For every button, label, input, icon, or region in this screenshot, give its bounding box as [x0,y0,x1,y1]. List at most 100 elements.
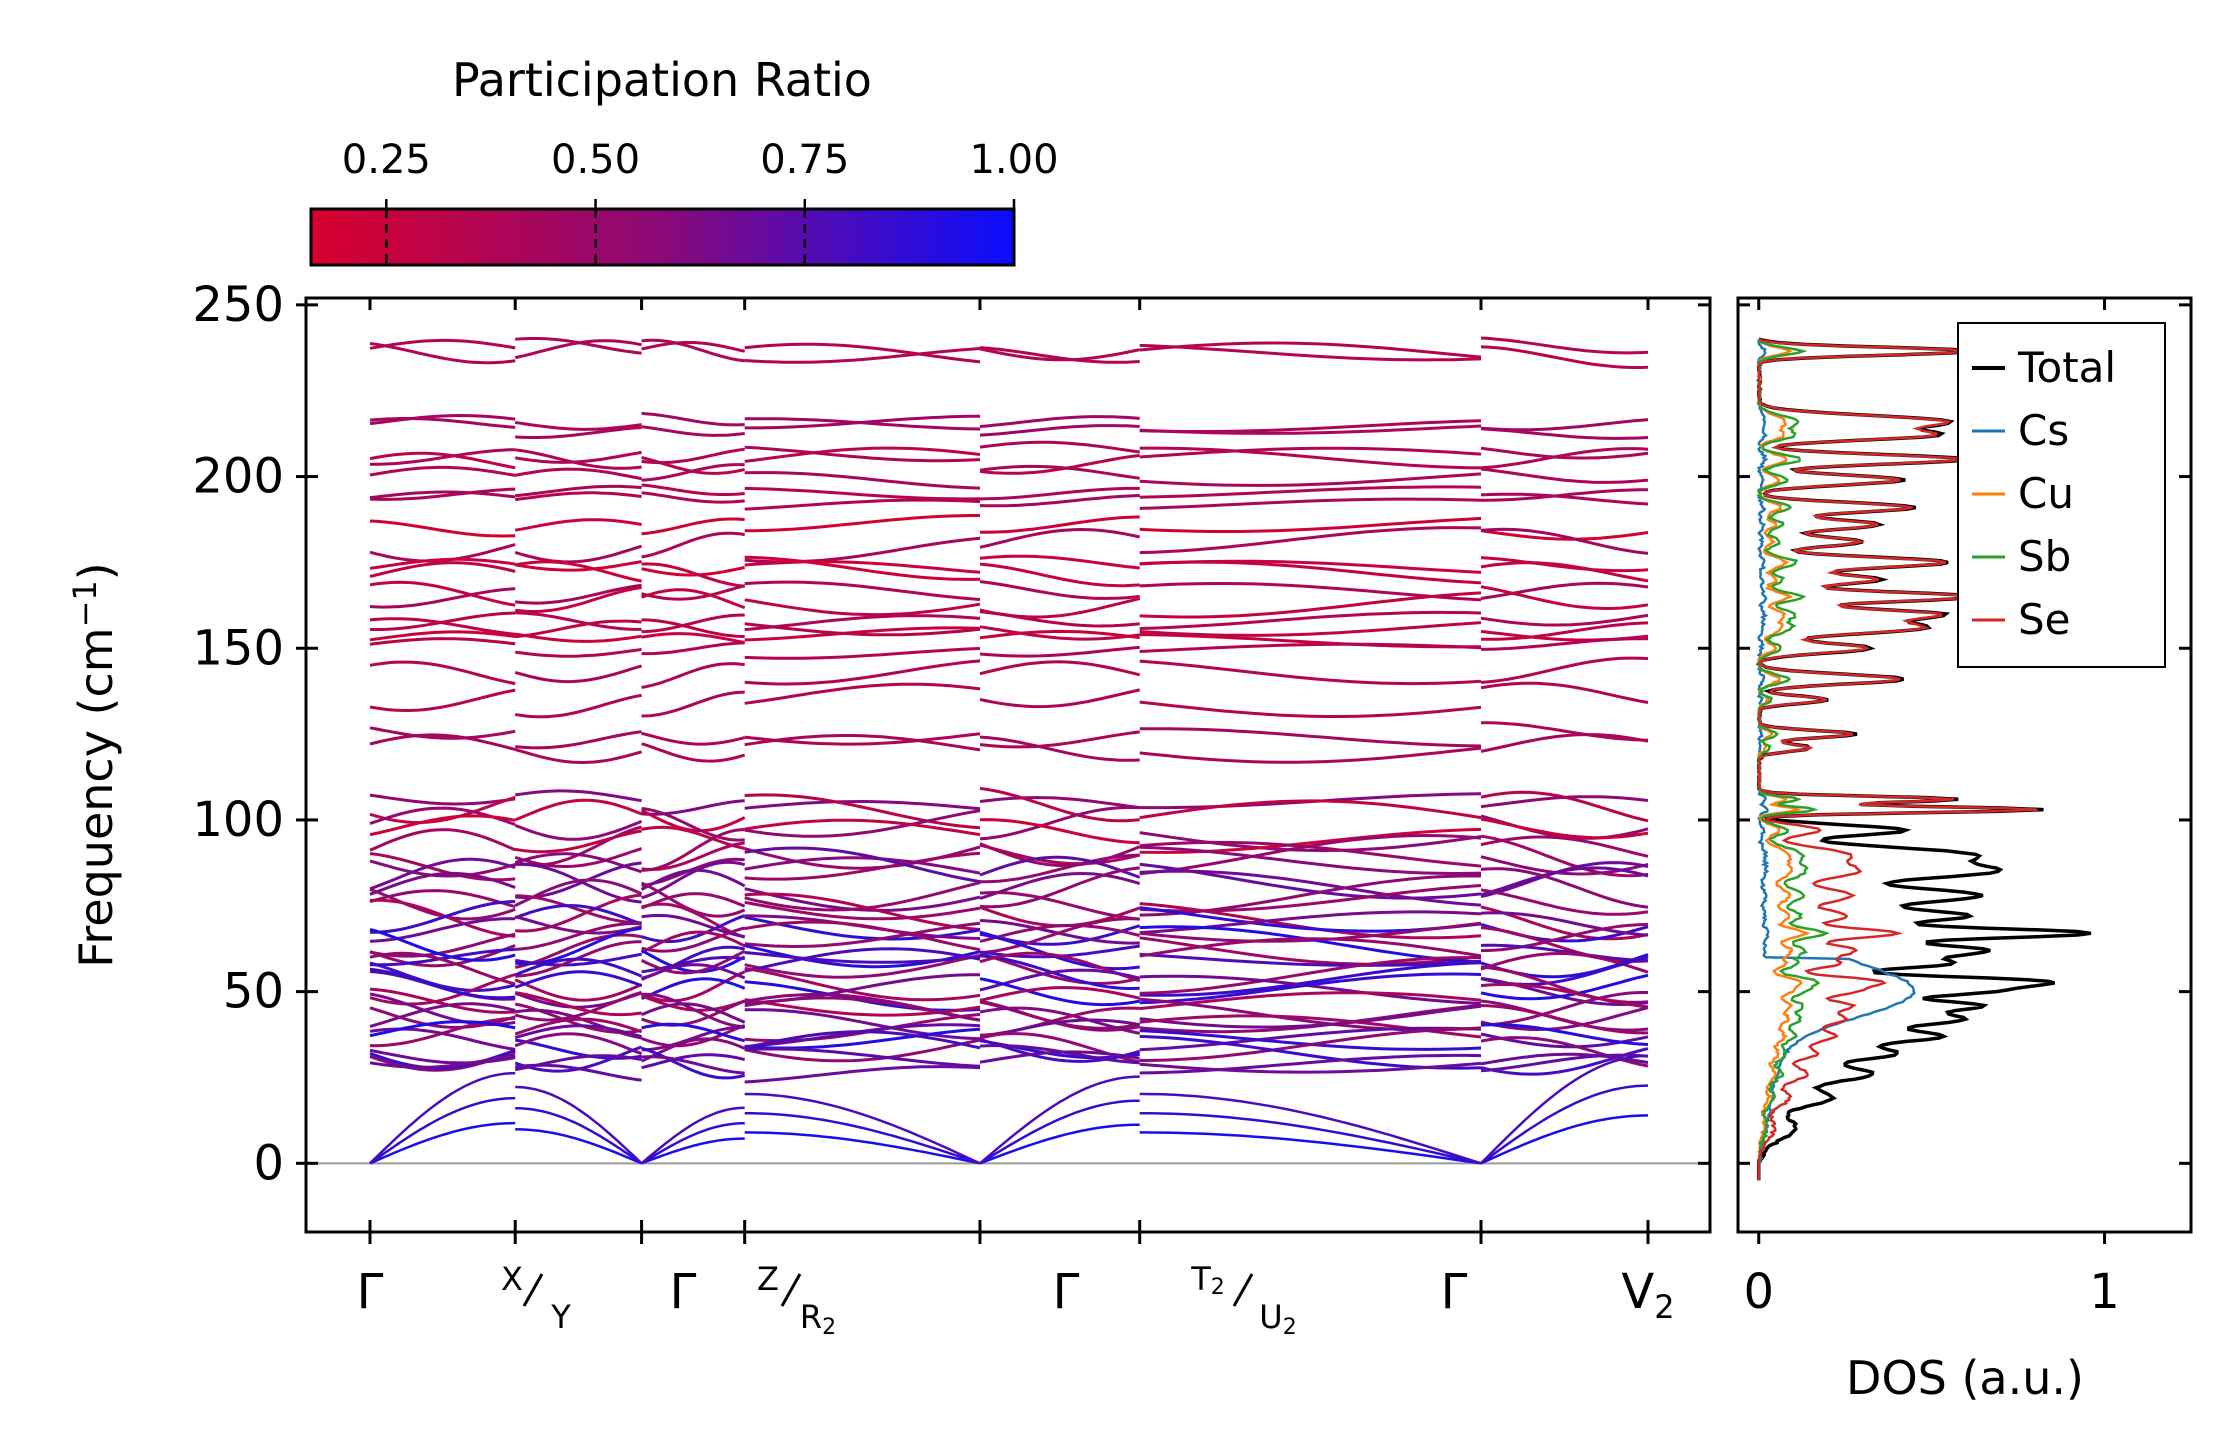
band-line [369,487,516,501]
band-line [1480,561,1649,583]
band-line [640,963,746,981]
y-tick-label: 150 [192,620,284,676]
band-line [369,465,516,477]
colorbar-tick-label: 1.00 [969,137,1058,183]
band-line [641,926,746,953]
band-line [641,463,745,482]
band-line [514,1017,643,1036]
band-line [370,611,516,631]
band-line [369,814,516,837]
band-line [744,446,981,463]
colorbar-title: Participation Ratio [452,53,872,107]
band-line [369,1002,516,1028]
acoustic-branch [979,1099,1140,1165]
band-line [1139,1053,1482,1075]
band-line [641,977,746,1000]
band-line [641,341,746,353]
band-line [744,892,981,931]
kpoint-z-r2: Z R2 [757,1260,836,1340]
band-line [744,732,981,746]
band-line [744,342,981,364]
band-line [515,922,642,951]
band-line [744,498,981,511]
band-line [1139,1026,1482,1052]
band-line [1139,560,1482,585]
band-y-axis: 0 50 100 150 200 250 [192,277,1710,1191]
band-line [979,688,1141,709]
kpoint-y-label: Y [550,1298,571,1336]
band-line [641,992,745,1029]
band-line [979,855,1141,879]
band-line [369,557,516,570]
band-line [369,580,516,607]
band-x-ticks [368,298,1650,1244]
band-line [369,617,516,636]
kpoint-t-label: T2 [1190,1260,1225,1300]
band-line [514,1032,643,1056]
band-line [744,734,981,752]
band-line [1480,1006,1649,1032]
band-line [1139,831,1482,853]
band-line [979,866,1140,909]
band-line [515,1063,642,1082]
band-line [1480,467,1649,484]
band-line [1480,1004,1648,1035]
band-line [514,560,642,583]
kpoint-gamma-3: Γ [1053,1264,1080,1320]
band-line [369,973,516,1006]
band-line [1480,621,1649,641]
band-line [1480,923,1649,953]
band-line [1480,585,1649,611]
band-line [514,1024,643,1040]
band-line [515,448,642,470]
band-line [369,951,516,986]
band-line [515,648,642,658]
band-line [744,659,981,686]
band-line [1139,952,1482,967]
band-line [641,731,746,746]
band-line [515,426,642,439]
band-line [641,1002,746,1024]
band-line [979,580,1140,600]
band-line [1139,972,1482,1005]
band-line [744,920,981,952]
band-line [979,917,1140,955]
band-line [1480,834,1649,878]
band-line [514,664,643,684]
band-line [1139,1027,1482,1062]
band-line [1480,733,1649,753]
y-tick-label: 0 [253,1135,284,1191]
band-line [641,914,746,943]
band-line [1480,527,1649,555]
band-line [1481,721,1649,742]
band-line [744,555,981,581]
band-line [979,453,1140,475]
band-line [979,494,1140,508]
band-line [1139,727,1482,748]
dos-panel-frame [1736,296,2193,1234]
band-line [369,889,516,909]
kpoint-x-y: X Y [501,1260,571,1336]
band-line [979,871,1141,900]
band-line [744,1047,981,1068]
band-line [369,917,516,943]
band-line [1480,447,1649,470]
band-line [1480,983,1649,1009]
kpoint-gamma-1: Γ [357,1264,384,1320]
y-tick-label: 250 [192,277,284,333]
band-line [641,892,746,910]
band-line [1480,681,1649,704]
band-line [744,622,981,637]
band-line [979,806,1140,841]
band-line [744,947,981,973]
acoustic-branch [1139,1111,1482,1165]
band-line [1480,418,1649,432]
band-line [369,927,516,962]
band-line [1139,991,1482,1011]
band-line [979,1050,1140,1064]
band-line [369,1020,516,1038]
band-line [370,448,516,466]
acoustic-branch [515,1085,643,1165]
band-line [641,641,745,656]
band-line [641,562,745,588]
